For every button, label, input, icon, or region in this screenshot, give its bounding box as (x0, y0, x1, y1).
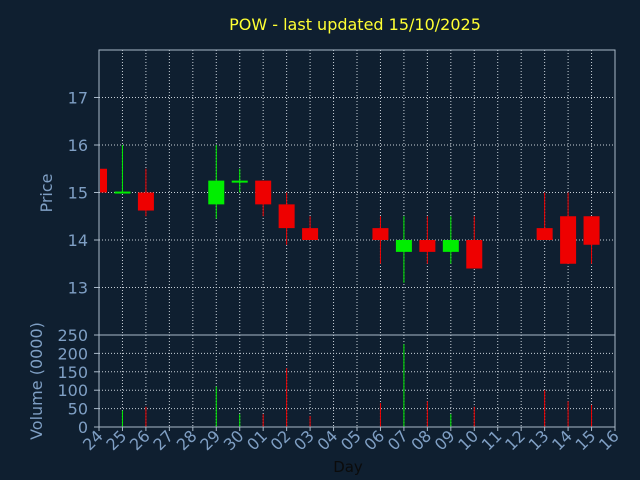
candle-body-07 (395, 240, 412, 252)
x-axis-label: Day (333, 458, 363, 476)
candle-body-03 (302, 228, 319, 240)
candle-body-02 (278, 204, 295, 229)
chart-title: POW - last updated 15/10/2025 (229, 15, 481, 34)
volume-tick-label: 250 (57, 326, 88, 345)
price-tick-label: 15 (68, 184, 88, 203)
candle-body-25 (114, 191, 131, 194)
volume-tick-label: 100 (57, 381, 88, 400)
x-axis: 2425262728293001020304050607080910111213… (79, 426, 623, 454)
candle-body-15 (583, 216, 600, 245)
volume-tick-label: 50 (68, 400, 88, 419)
candle-body-13 (536, 228, 553, 240)
volume-tick-label: 200 (57, 344, 88, 363)
price-axis-label: Price (37, 173, 56, 212)
price-tick-label: 16 (68, 136, 88, 155)
volume-tick-label: 0 (78, 418, 88, 437)
price-tick-label: 14 (68, 231, 88, 250)
price-tick-label: 17 (68, 89, 88, 108)
candle-body-14 (560, 216, 577, 264)
candle-body-26 (137, 192, 154, 211)
candle-body-01 (255, 180, 272, 205)
price-tick-label: 13 (68, 279, 88, 298)
candle-body-10 (466, 240, 483, 269)
candle-body-06 (372, 228, 389, 240)
volume-axis-label: Volume (0000) (27, 322, 46, 440)
volume-tick-label: 150 (57, 363, 88, 382)
candle-body-30 (231, 180, 248, 183)
candle-body-09 (442, 240, 459, 252)
price-panel: 13 14 15 16 17 (68, 49, 616, 336)
candle-body-08 (419, 240, 436, 252)
candle-body-29 (208, 180, 225, 205)
candle-body-24 (100, 168, 107, 193)
